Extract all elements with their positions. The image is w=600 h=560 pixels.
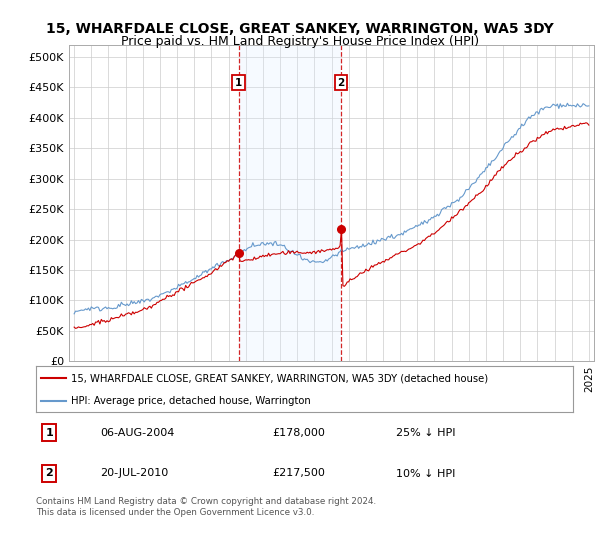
Text: 20-JUL-2010: 20-JUL-2010: [100, 469, 169, 478]
Text: Price paid vs. HM Land Registry's House Price Index (HPI): Price paid vs. HM Land Registry's House …: [121, 35, 479, 48]
Text: 15, WHARFDALE CLOSE, GREAT SANKEY, WARRINGTON, WA5 3DY (detached house): 15, WHARFDALE CLOSE, GREAT SANKEY, WARRI…: [71, 373, 488, 383]
Text: 15, WHARFDALE CLOSE, GREAT SANKEY, WARRINGTON, WA5 3DY: 15, WHARFDALE CLOSE, GREAT SANKEY, WARRI…: [46, 21, 554, 35]
Text: 06-AUG-2004: 06-AUG-2004: [100, 428, 175, 437]
Text: Contains HM Land Registry data © Crown copyright and database right 2024.
This d: Contains HM Land Registry data © Crown c…: [36, 497, 376, 517]
Text: 1: 1: [235, 77, 242, 87]
Text: HPI: Average price, detached house, Warrington: HPI: Average price, detached house, Warr…: [71, 396, 311, 406]
Text: 1: 1: [46, 428, 53, 437]
Text: 10% ↓ HPI: 10% ↓ HPI: [396, 469, 455, 478]
Text: £178,000: £178,000: [272, 428, 325, 437]
Text: 25% ↓ HPI: 25% ↓ HPI: [396, 428, 455, 437]
Text: £217,500: £217,500: [272, 469, 325, 478]
Text: 2: 2: [337, 77, 344, 87]
Bar: [239, 45, 341, 361]
Text: 2: 2: [46, 469, 53, 478]
